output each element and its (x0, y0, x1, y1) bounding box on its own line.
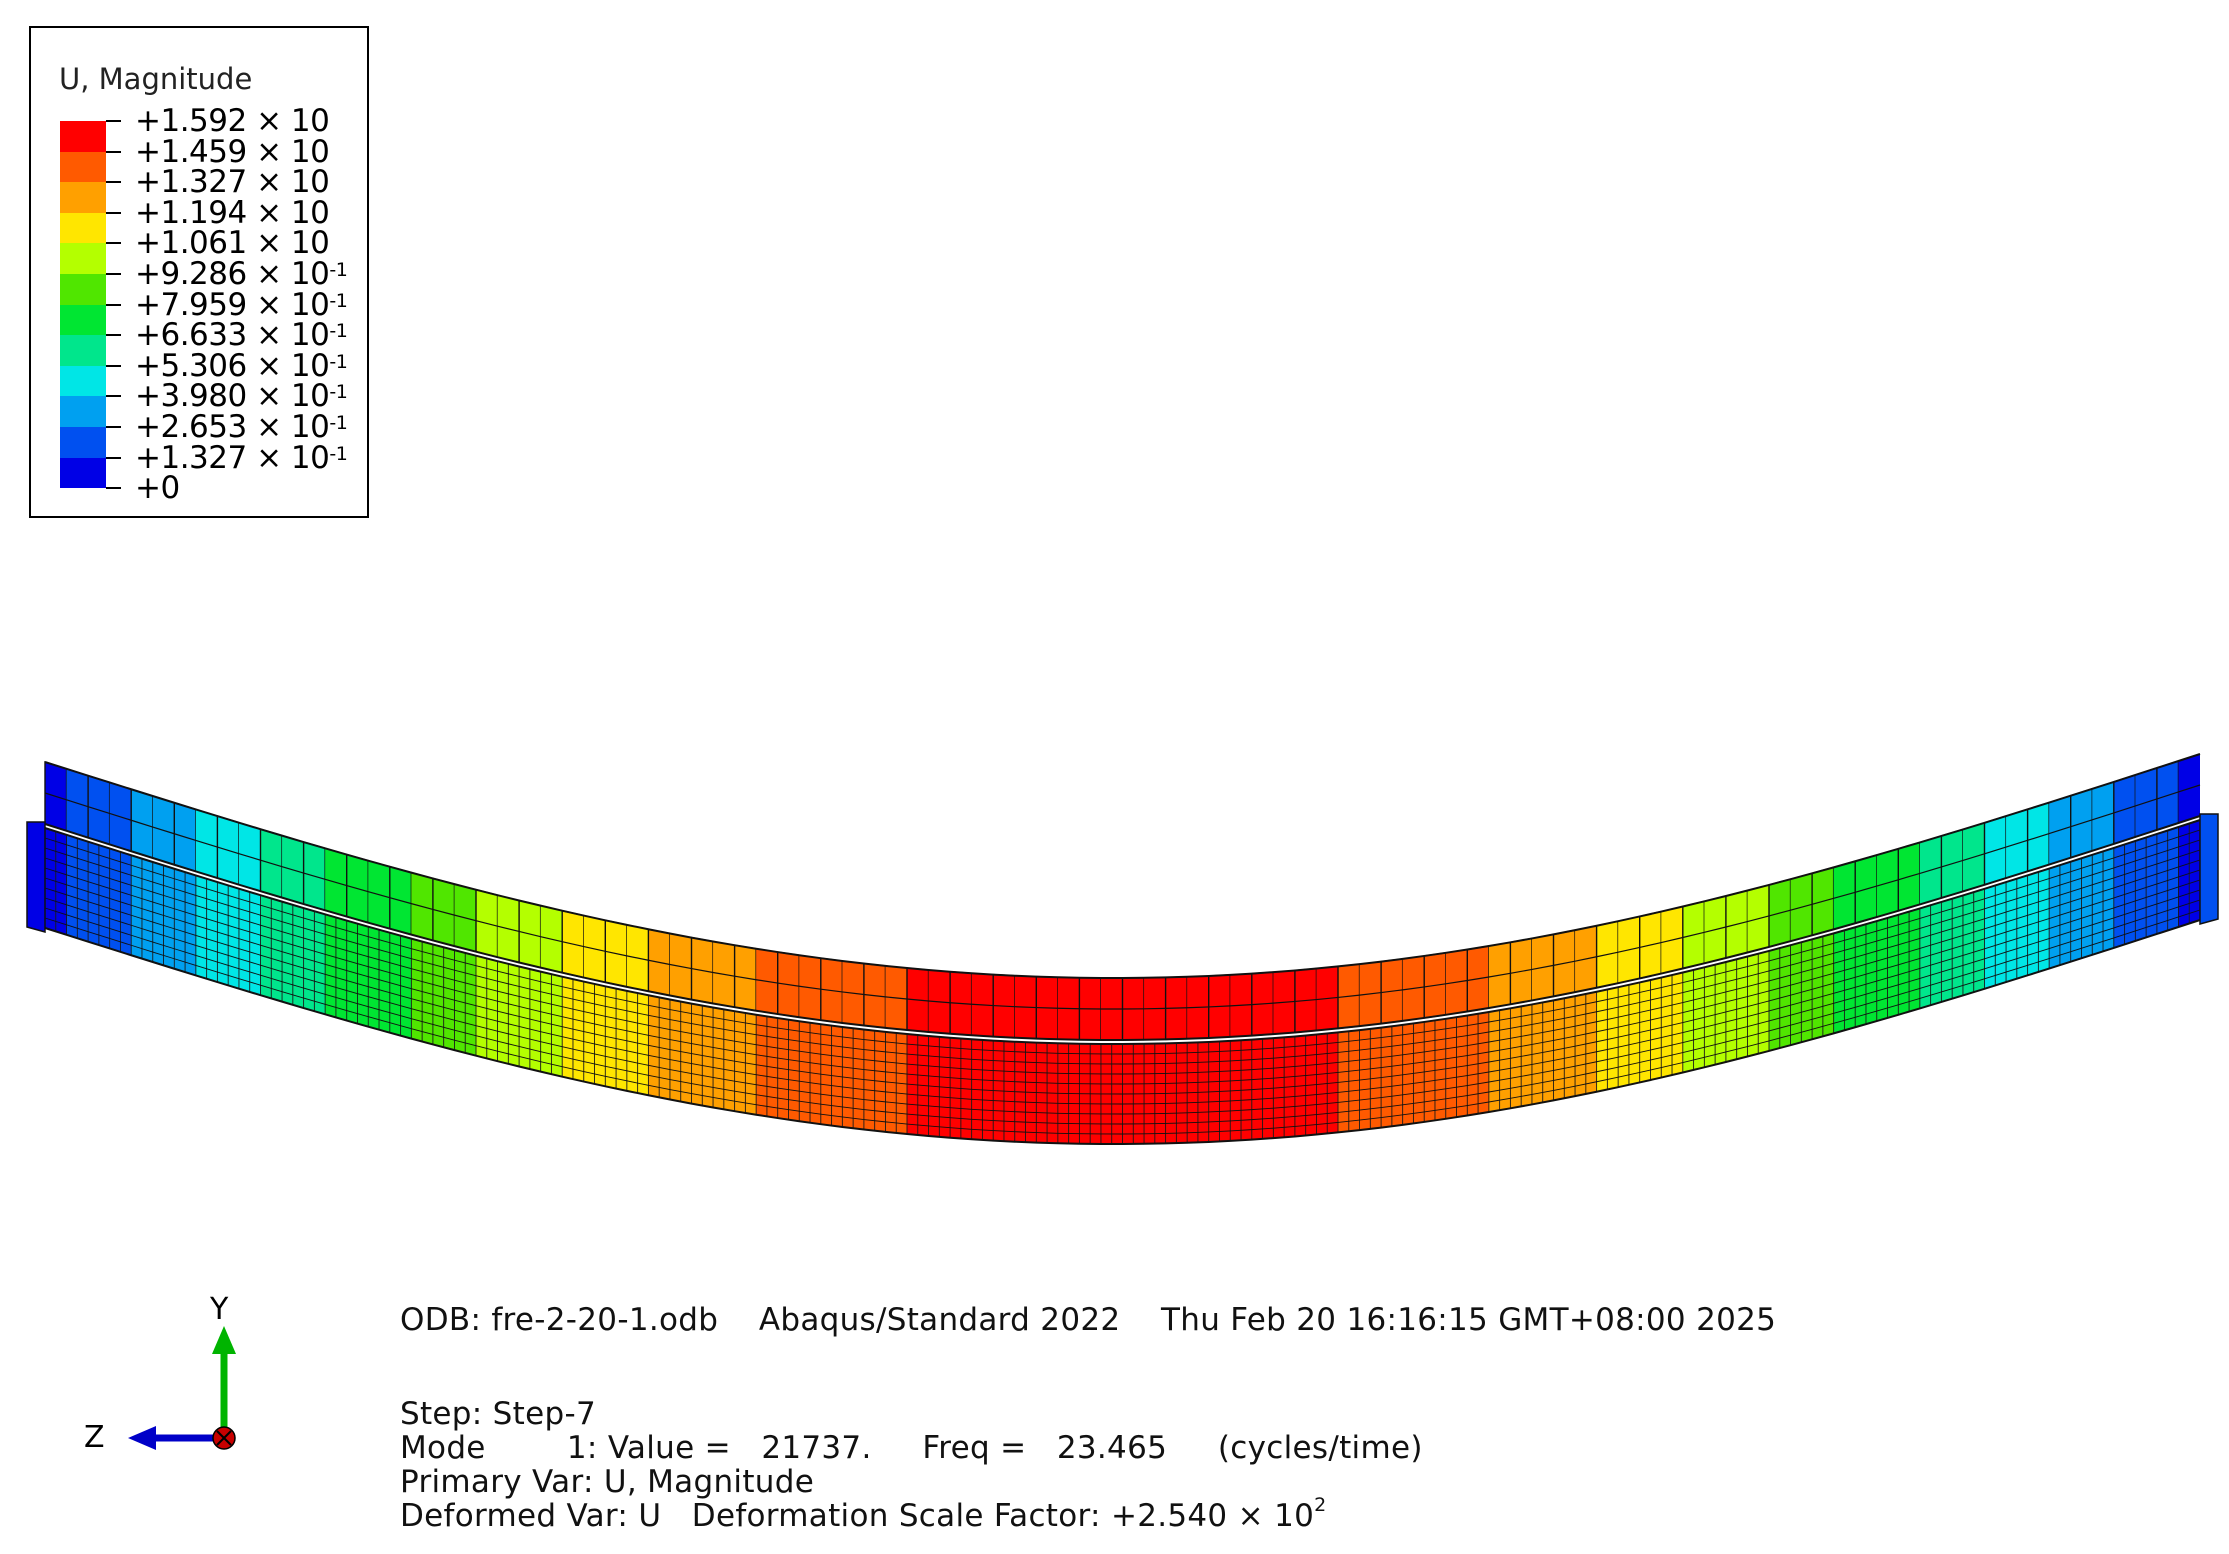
legend-value-label: +1.459 × 10 (135, 133, 330, 170)
legend-swatch (60, 182, 106, 213)
legend-value-label: +1.327 × 10-1 (135, 439, 348, 476)
deformed-beam-contour (26, 753, 2219, 1146)
legend-value-label: +0 (135, 470, 180, 507)
legend-swatch (60, 151, 106, 183)
scale-factor-mantissa: +2.540 (1110, 1498, 1228, 1534)
legend-swatch (60, 396, 106, 427)
legend-tick (106, 456, 121, 459)
legend-value-label: +1.592 × 10 (135, 103, 330, 139)
legend-tick (106, 426, 121, 428)
legend-swatch (60, 335, 106, 366)
legend-tick (106, 150, 121, 153)
legend-value-label: +6.633 × 10-1 (135, 317, 348, 354)
y-axis-arrowhead (212, 1326, 236, 1354)
odb-info-line: ODB: fre-2-20-1.odb Abaqus/Standard 2022… (400, 1302, 1777, 1338)
legend-swatch (60, 121, 106, 152)
legend-value-label: +1.194 × 10 (135, 194, 330, 231)
legend-tick (106, 487, 121, 490)
legend-tick (106, 273, 121, 275)
beam-mesh (26, 753, 2219, 1146)
triad-arrows (128, 1326, 236, 1450)
legend-swatch (60, 243, 106, 274)
deformed-var-text: Deformed Var: U Deformation Scale Factor… (400, 1498, 1111, 1534)
legend-swatch (60, 304, 106, 336)
scale-factor-exponent: 2 (1314, 1494, 1327, 1516)
legend-color-bar (60, 121, 106, 489)
legend-tick (106, 395, 121, 398)
legend-tick (106, 242, 121, 245)
legend-tick (106, 303, 121, 306)
legend-tick (106, 211, 121, 214)
mode-info-line: Mode 1: Value = 21737. Freq = 23.465 (cy… (400, 1430, 1423, 1466)
contour-legend: U, Magnitude +1.592 × 10 +1.459 × 10 +1.32… (29, 26, 369, 518)
legend-value-label: +9.286 × 10-1 (135, 256, 348, 292)
deformed-var-line: Deformed Var: U Deformation Scale Factor… (400, 1494, 1327, 1534)
scale-factor-base: 10 (1274, 1498, 1315, 1534)
step-info-line: Step: Step-7 (400, 1396, 596, 1432)
legend-tick (106, 120, 121, 122)
legend-value-label: +1.061 × 10 (135, 225, 330, 262)
legend-swatch (60, 365, 106, 397)
y-axis-label: Y (210, 1292, 229, 1327)
legend-value-label: +1.327 × 10 (135, 164, 330, 201)
legend-tick (106, 334, 121, 337)
legend-value-label: +3.980 × 10-1 (135, 378, 348, 415)
legend-value-label: +5.306 × 10-1 (135, 347, 348, 384)
legend-value-label: +2.653 × 10-1 (135, 409, 348, 445)
legend-tick (106, 181, 121, 184)
primary-var-line: Primary Var: U, Magnitude (400, 1464, 815, 1500)
legend-swatch (60, 426, 106, 458)
legend-tick (106, 364, 121, 367)
axis-triad: Y Z (70, 1280, 270, 1480)
legend-swatch (60, 457, 106, 489)
legend-swatch (60, 273, 106, 305)
legend-swatch (60, 212, 106, 244)
legend-value-label: +7.959 × 10-1 (135, 286, 348, 323)
z-axis-label: Z (84, 1420, 105, 1455)
legend-title: U, Magnitude (59, 62, 253, 96)
z-axis-arrowhead (128, 1426, 156, 1450)
